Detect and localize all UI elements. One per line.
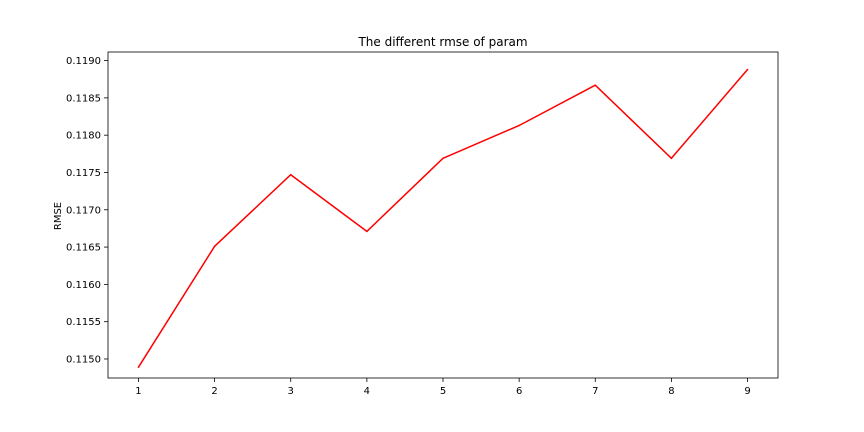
data-point — [213, 245, 216, 248]
data-point — [289, 173, 292, 176]
plot-area: 1 2 3 4 5 6 7 8 9 0.1150 0.1155 0.1160 0.1165 0.1170 0… — [66, 56, 751, 397]
x-tick-label: 5 — [440, 386, 446, 397]
y-tick-label: 0.1165 — [66, 243, 101, 254]
data-point — [442, 157, 444, 160]
data-point — [366, 230, 368, 233]
data-point — [594, 84, 597, 86]
data-point — [137, 366, 140, 368]
y-axis-label: RMSE — [53, 202, 64, 230]
y-tick-label: 0.1150 — [66, 354, 101, 365]
data-point — [746, 68, 749, 71]
y-tick-label: 0.1185 — [66, 93, 101, 104]
y-tick-label: 0.1180 — [66, 131, 101, 142]
x-tick-label: 1 — [135, 386, 141, 397]
chart-title: The different rmse of param — [357, 35, 527, 49]
y-tick-label: 0.1170 — [66, 205, 101, 216]
x-tick-label: 3 — [288, 386, 294, 397]
series-line — [137, 69, 749, 368]
x-tick-label: 7 — [592, 386, 598, 397]
plot-frame — [107, 51, 779, 379]
x-tick-label: 8 — [668, 386, 674, 397]
y-tick-label: 0.1190 — [66, 56, 101, 67]
data-point — [670, 157, 673, 160]
data-point — [518, 124, 520, 127]
y-tick-label: 0.1175 — [66, 168, 101, 179]
x-tick-label: 6 — [516, 386, 522, 397]
x-tick-label: 2 — [211, 386, 217, 397]
x-tick-label: 4 — [364, 386, 370, 397]
y-tick-label: 0.1155 — [66, 317, 101, 328]
y-tick-label: 0.1160 — [66, 280, 101, 291]
x-tick-label: 9 — [744, 386, 750, 397]
